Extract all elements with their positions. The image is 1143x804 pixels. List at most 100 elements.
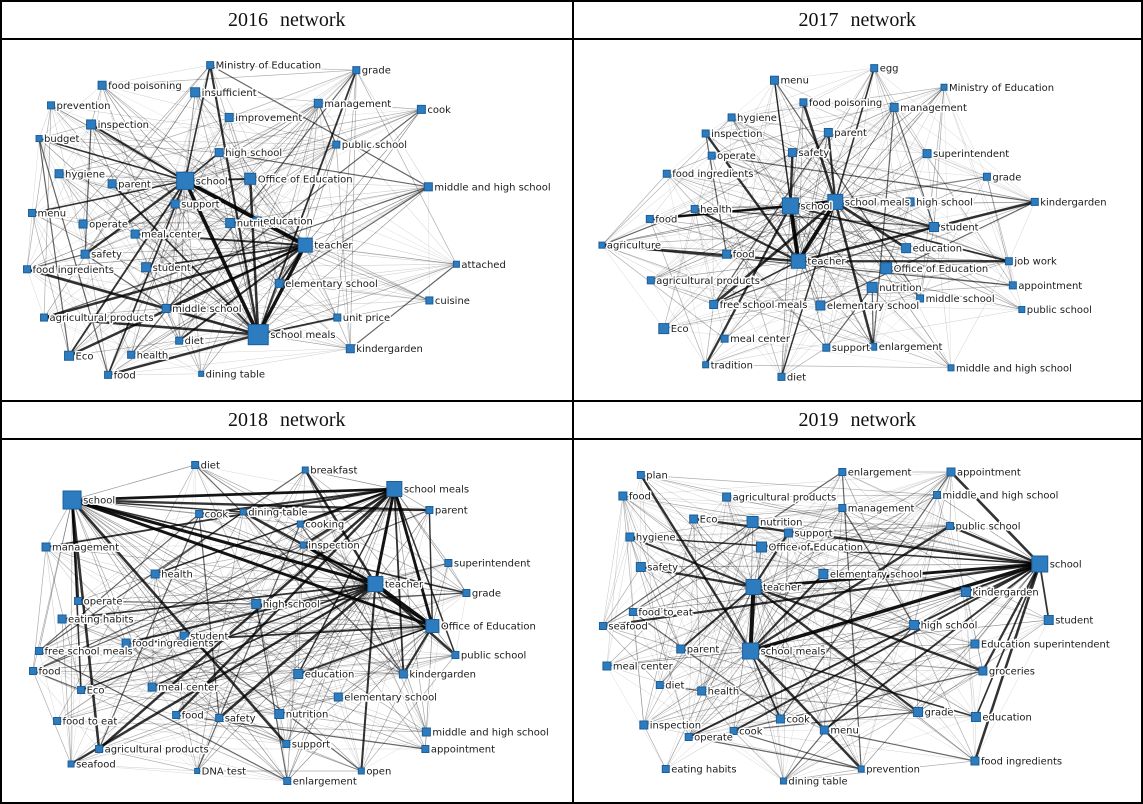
network-edge [219, 696, 339, 719]
network-edge [950, 261, 1009, 368]
network-node-label: operate [84, 597, 123, 608]
panel-2017: 2017 network egg menu food poisoning Minist… [571, 2, 1141, 400]
network-edge [286, 544, 304, 745]
network-edge [361, 654, 456, 772]
network-edge [823, 525, 950, 731]
network-edge [782, 768, 861, 782]
network-node [80, 249, 90, 259]
network-node [755, 541, 767, 553]
panel-title-2016: 2016 network [2, 2, 572, 40]
network-edge [303, 544, 339, 698]
network-node [819, 725, 829, 735]
network-edge [724, 338, 951, 369]
network-edge [643, 643, 975, 726]
network-edge [973, 563, 1041, 762]
network-edge [151, 523, 301, 688]
network-canvas-2016: Ministry of Education food poisoning insuf… [23, 59, 552, 383]
network-edge [78, 600, 257, 605]
network-edge [752, 586, 862, 770]
network-edge [195, 92, 457, 265]
network-edge [151, 511, 244, 688]
network-edge [229, 117, 337, 145]
network-edge [826, 132, 836, 203]
network-edge [731, 67, 874, 118]
network-edge [780, 205, 791, 377]
network-edge [101, 85, 176, 205]
network-edge [185, 144, 337, 182]
network-edge [62, 603, 257, 620]
network-node [107, 179, 117, 189]
network-edge [834, 201, 951, 369]
network-edge [38, 650, 288, 782]
network-edge [665, 521, 753, 770]
network-edge [125, 642, 287, 745]
network-edge [750, 643, 975, 652]
network-edge [732, 730, 784, 782]
network-edge [102, 85, 422, 110]
network-edge [38, 583, 376, 652]
network-node-label: hygiene [635, 532, 675, 543]
network-edge [680, 546, 762, 650]
network-edge [174, 203, 202, 374]
network-edge [257, 103, 319, 222]
network-edge [601, 173, 667, 246]
network-edge [428, 186, 430, 301]
network-edge [125, 642, 177, 716]
network-edge [297, 625, 433, 675]
network-edge [823, 711, 918, 731]
network-edge [107, 180, 186, 376]
network-edge [782, 670, 983, 782]
network-edge [779, 525, 950, 720]
network-edge [943, 87, 1013, 286]
network-edge [26, 105, 52, 270]
network-node [206, 61, 215, 70]
network-edge [693, 507, 842, 520]
network-edge [101, 85, 202, 374]
network-edge [632, 611, 751, 652]
network-edge [640, 566, 975, 762]
network-edge [31, 212, 70, 356]
network-edge [725, 80, 775, 255]
network-node-label: prevention [866, 764, 920, 775]
network-node-label: cook [786, 714, 810, 725]
network-edge [822, 573, 825, 731]
network-edge [780, 87, 944, 377]
network-edge [90, 124, 251, 180]
network-edge [629, 536, 918, 713]
network-edge [175, 464, 196, 716]
network-node-label: food poisoning [808, 98, 881, 109]
network-edge [361, 625, 433, 772]
network-edge [361, 509, 430, 772]
network-node [814, 300, 825, 311]
network-edge [194, 92, 259, 335]
network-edge [629, 536, 751, 652]
network-node [352, 66, 361, 75]
network-node [1043, 615, 1054, 625]
network-node-label: operate [694, 732, 733, 743]
network-edge [700, 546, 762, 692]
network-edge [705, 107, 894, 134]
network-edge [26, 103, 319, 270]
network-edge [62, 618, 456, 656]
network-edge [82, 180, 186, 225]
network-edge [752, 494, 937, 588]
network-edge [179, 186, 429, 341]
network-node-label: support [794, 528, 832, 539]
network-node-label: parent [834, 128, 867, 139]
network-edge [779, 573, 824, 720]
network-edge [81, 625, 433, 691]
network-edge [32, 670, 280, 715]
network-edge [56, 635, 185, 722]
network-edge [732, 507, 842, 732]
network-edge [797, 260, 1022, 310]
network-edge [629, 536, 823, 575]
network-edge [705, 133, 1035, 203]
network-edge [219, 717, 426, 750]
network-node-label: elementary school [344, 693, 437, 704]
network-node [28, 208, 37, 217]
network-edge [841, 471, 914, 626]
network-node-label: middle and high school [432, 728, 548, 739]
network-node [53, 717, 62, 725]
network-edge [72, 499, 301, 525]
network-edge [974, 619, 1049, 645]
